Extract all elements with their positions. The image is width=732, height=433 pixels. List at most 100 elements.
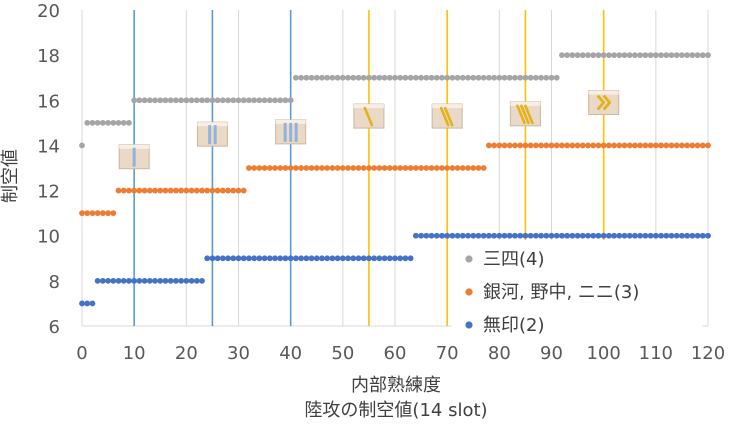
data-point-series-0 bbox=[350, 74, 357, 81]
data-point-series-2 bbox=[115, 277, 122, 284]
data-point-series-1 bbox=[266, 165, 273, 171]
data-point-series-0 bbox=[376, 74, 383, 81]
data-point-series-2 bbox=[553, 232, 560, 239]
data-point-series-1 bbox=[433, 165, 440, 171]
data-point-series-0 bbox=[486, 74, 492, 81]
data-point-series-1 bbox=[209, 187, 216, 194]
data-point-series-1 bbox=[527, 142, 534, 149]
data-point-series-0 bbox=[183, 97, 190, 104]
data-point-series-1 bbox=[136, 187, 143, 194]
data-point-series-1 bbox=[272, 165, 278, 171]
data-point-series-0 bbox=[94, 119, 101, 126]
data-point-series-1 bbox=[386, 165, 393, 171]
data-point-series-0 bbox=[699, 52, 706, 59]
data-point-series-2 bbox=[84, 300, 91, 307]
data-point-series-2 bbox=[157, 277, 164, 284]
data-point-series-1 bbox=[105, 210, 111, 217]
data-point-series-0 bbox=[235, 97, 242, 104]
data-point-series-1 bbox=[381, 165, 388, 171]
data-point-series-0 bbox=[611, 52, 617, 59]
data-point-series-0 bbox=[105, 119, 111, 126]
data-point-series-2 bbox=[418, 232, 424, 239]
rank-1-icon bbox=[118, 144, 150, 170]
data-point-series-1 bbox=[642, 142, 649, 149]
data-point-series-2 bbox=[673, 232, 680, 239]
data-point-series-1 bbox=[350, 165, 357, 171]
data-point-series-0 bbox=[386, 74, 393, 81]
data-point-series-0 bbox=[193, 97, 200, 104]
data-point-series-0 bbox=[480, 74, 487, 81]
legend-marker-series-1 bbox=[465, 288, 473, 296]
data-point-series-2 bbox=[501, 232, 508, 239]
data-point-series-0 bbox=[439, 74, 445, 81]
data-point-series-2 bbox=[407, 255, 414, 262]
data-point-series-2 bbox=[366, 255, 372, 262]
data-point-series-1 bbox=[506, 142, 513, 149]
x-tick-label: 110 bbox=[639, 343, 673, 364]
data-point-series-0 bbox=[470, 74, 477, 81]
data-point-series-0 bbox=[298, 74, 304, 81]
data-point-series-2 bbox=[621, 232, 628, 239]
data-point-series-2 bbox=[543, 232, 550, 239]
data-point-series-1 bbox=[131, 187, 138, 194]
data-point-series-1 bbox=[564, 142, 571, 149]
data-point-series-0 bbox=[459, 74, 466, 81]
data-point-series-0 bbox=[595, 52, 602, 59]
data-point-series-0 bbox=[209, 97, 216, 104]
data-point-series-1 bbox=[465, 165, 471, 171]
data-point-series-1 bbox=[621, 142, 628, 149]
data-point-series-1 bbox=[230, 187, 237, 194]
data-point-series-0 bbox=[559, 52, 565, 59]
data-point-series-0 bbox=[277, 97, 284, 104]
data-point-series-2 bbox=[392, 255, 398, 262]
data-point-series-0 bbox=[433, 74, 440, 81]
x-tick-label: 0 bbox=[76, 343, 87, 364]
chart-subtitle: 陸攻の制空値(14 slot) bbox=[304, 400, 487, 421]
data-point-series-0 bbox=[115, 119, 122, 126]
data-point-series-1 bbox=[94, 210, 101, 217]
data-point-series-2 bbox=[569, 232, 576, 239]
data-point-series-0 bbox=[673, 52, 680, 59]
data-point-series-1 bbox=[705, 142, 711, 149]
data-point-series-0 bbox=[188, 97, 195, 104]
data-point-series-2 bbox=[240, 255, 247, 262]
data-point-series-0 bbox=[538, 74, 544, 81]
data-point-series-1 bbox=[459, 165, 466, 171]
data-point-series-0 bbox=[355, 74, 362, 81]
data-point-series-2 bbox=[642, 232, 649, 239]
data-point-series-1 bbox=[204, 187, 211, 194]
data-point-series-0 bbox=[219, 97, 226, 104]
data-point-series-1 bbox=[219, 187, 226, 194]
data-point-series-0 bbox=[428, 74, 435, 81]
y-tick-label: 10 bbox=[37, 227, 60, 248]
data-point-series-1 bbox=[647, 142, 654, 149]
data-point-series-1 bbox=[277, 165, 284, 171]
data-point-series-0 bbox=[256, 97, 263, 104]
data-point-series-0 bbox=[658, 52, 664, 59]
data-point-series-0 bbox=[684, 52, 691, 59]
data-point-series-0 bbox=[569, 52, 576, 59]
data-point-series-0 bbox=[334, 74, 341, 81]
data-point-series-2 bbox=[204, 255, 211, 262]
data-point-series-0 bbox=[313, 74, 320, 81]
data-point-series-0 bbox=[167, 97, 174, 104]
data-point-series-0 bbox=[637, 52, 644, 59]
data-point-series-2 bbox=[564, 232, 571, 239]
data-point-series-2 bbox=[178, 277, 185, 284]
data-point-series-2 bbox=[126, 277, 132, 284]
data-point-series-0 bbox=[287, 97, 294, 104]
data-point-series-1 bbox=[99, 210, 106, 217]
data-point-series-0 bbox=[120, 119, 127, 126]
data-point-series-1 bbox=[512, 142, 518, 149]
data-point-series-0 bbox=[204, 97, 211, 104]
data-point-series-0 bbox=[532, 74, 539, 81]
data-point-series-1 bbox=[178, 187, 185, 194]
data-point-series-1 bbox=[199, 187, 205, 194]
data-point-series-0 bbox=[282, 97, 289, 104]
data-point-series-0 bbox=[449, 74, 456, 81]
data-point-series-1 bbox=[371, 165, 378, 171]
legend-entry-series-0: 三四(4) bbox=[483, 249, 545, 270]
data-point-series-2 bbox=[517, 232, 524, 239]
data-point-series-0 bbox=[407, 74, 414, 81]
data-point-series-0 bbox=[412, 74, 419, 81]
